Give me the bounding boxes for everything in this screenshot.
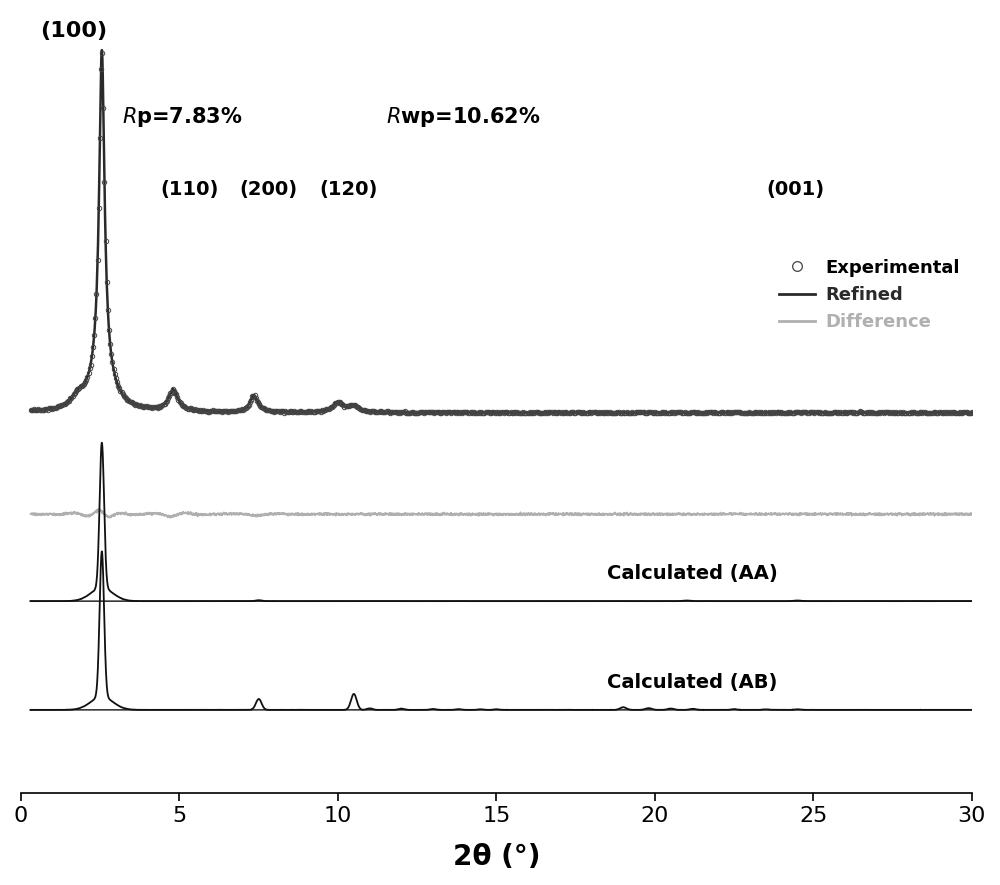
Text: (120): (120) [319,181,377,199]
X-axis label: 2θ (°): 2θ (°) [453,843,540,871]
Text: $\it{R}$p=7.83%: $\it{R}$p=7.83% [122,104,243,128]
Text: $\it{R}$wp=10.62%: $\it{R}$wp=10.62% [386,104,540,128]
Text: (001): (001) [766,181,824,199]
Text: Calculated (AA): Calculated (AA) [607,565,778,583]
Text: (200): (200) [240,181,298,199]
Text: (110): (110) [160,181,219,199]
Legend: Experimental, Refined, Difference: Experimental, Refined, Difference [771,251,967,338]
Text: Calculated (AB): Calculated (AB) [607,673,778,692]
Text: (100): (100) [40,21,107,42]
